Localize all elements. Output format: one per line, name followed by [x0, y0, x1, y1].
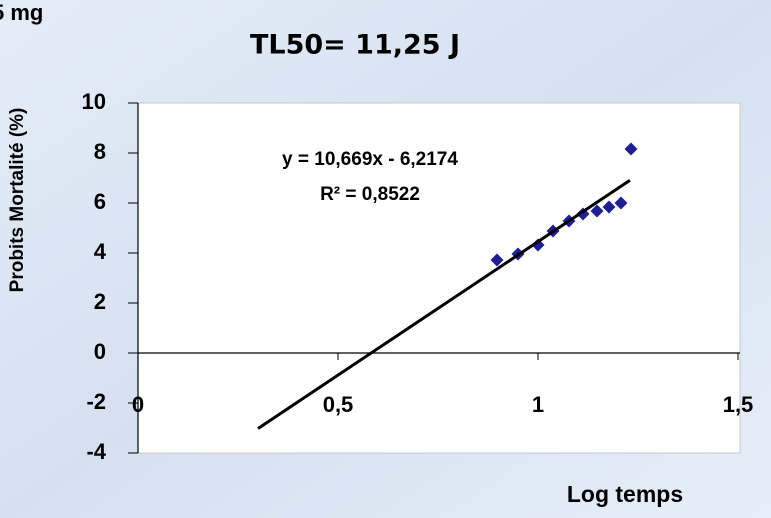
- chart-title: TL50= 11,25 J: [250, 30, 460, 61]
- data-point: [590, 204, 604, 218]
- y-tick-label: 2: [94, 289, 106, 314]
- x-tick-label: 1,5: [723, 392, 754, 417]
- x-tick-label: 1: [532, 392, 544, 417]
- data-point: [531, 238, 545, 252]
- x-tick-label: 0,5: [323, 392, 354, 417]
- plot-area: [137, 102, 741, 454]
- data-point: [614, 196, 628, 210]
- x-axis-label: Log temps: [567, 481, 683, 507]
- y-tick-label: 4: [94, 239, 107, 264]
- y-tick-label: -4: [86, 439, 106, 464]
- y-axis-label: Probits Mortalité (%): [7, 108, 28, 293]
- corner-text: 5 mg: [0, 0, 43, 25]
- x-tick-label: 0: [132, 392, 144, 417]
- annotation: R² = 0,8522: [320, 184, 420, 205]
- y-tick-label: 8: [94, 139, 106, 164]
- y-tick-label: -2: [86, 389, 106, 414]
- y-tick-label: 10: [82, 89, 106, 114]
- data-point: [602, 200, 616, 214]
- data-point: [490, 253, 504, 267]
- trendline: [257, 179, 631, 430]
- y-tick-label: 0: [94, 339, 106, 364]
- data-point: [624, 142, 638, 156]
- annotation: y = 10,669x - 6,2174: [282, 149, 458, 170]
- y-tick-label: 6: [94, 189, 106, 214]
